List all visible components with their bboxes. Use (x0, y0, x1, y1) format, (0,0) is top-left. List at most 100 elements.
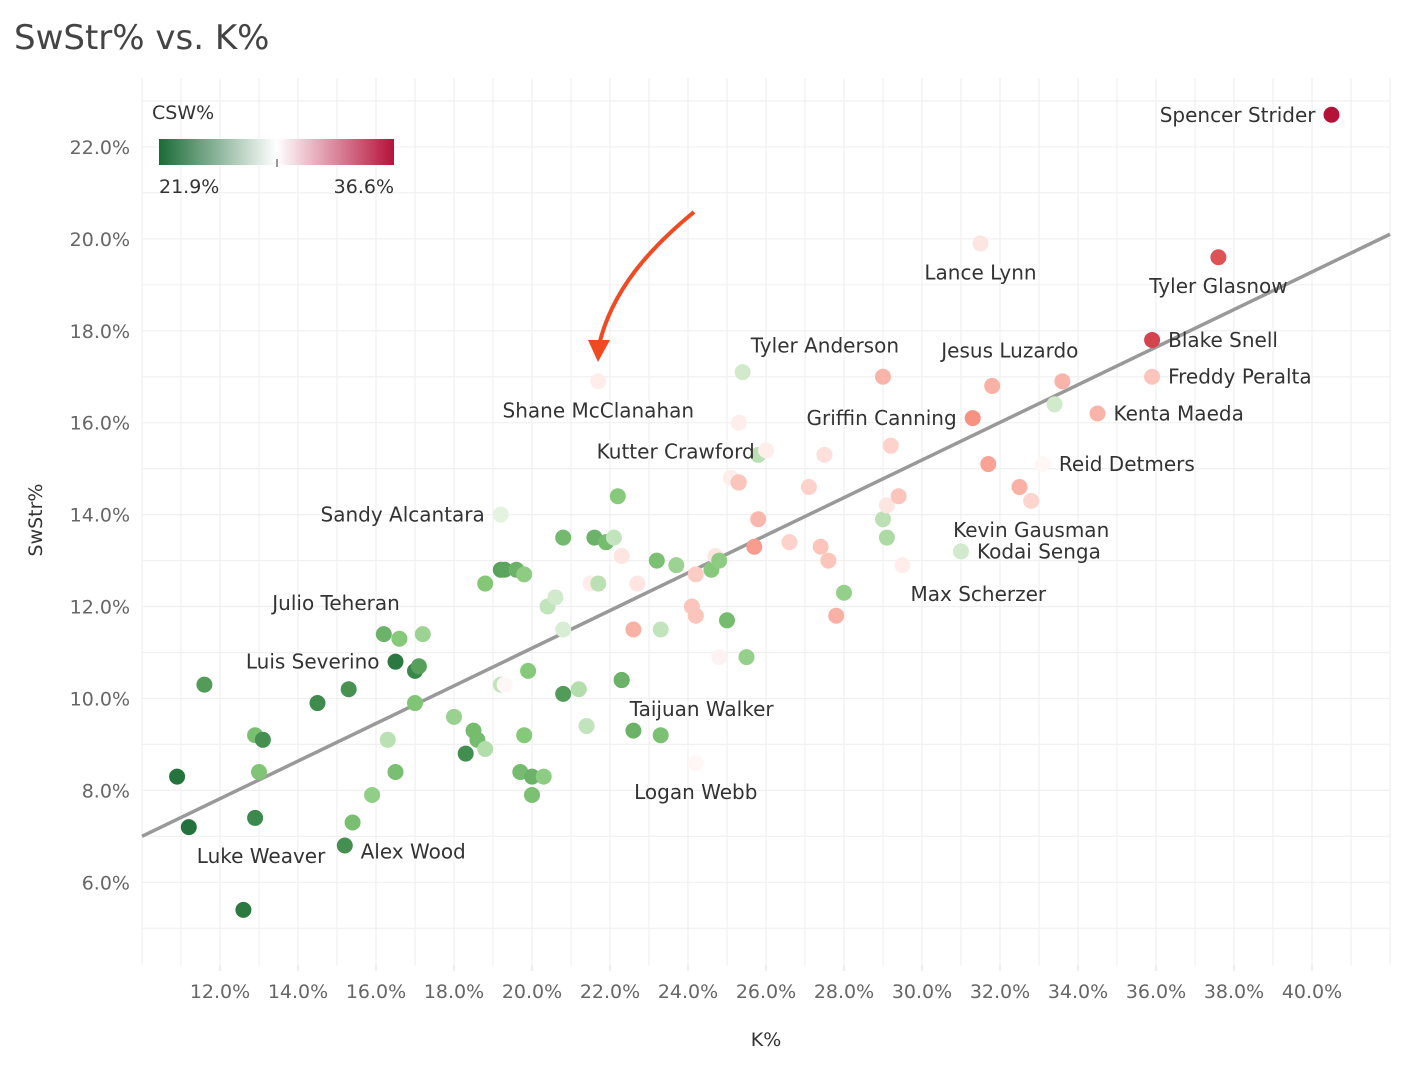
legend-min-label: 21.9% (159, 176, 219, 198)
data-point[interactable] (524, 786, 540, 803)
data-point[interactable] (878, 497, 895, 514)
data-point[interactable] (781, 534, 798, 551)
data-point[interactable] (520, 662, 537, 679)
data-point[interactable] (340, 681, 357, 698)
data-point[interactable] (758, 442, 774, 459)
data-point[interactable] (247, 809, 264, 826)
data-point[interactable] (364, 786, 381, 803)
data-point-labeled[interactable] (964, 410, 981, 427)
data-point-labeled[interactable] (972, 235, 989, 252)
y-tick-label: 14.0% (70, 505, 130, 527)
data-point[interactable] (457, 745, 474, 762)
data-point-labeled[interactable] (1323, 106, 1340, 123)
data-point[interactable] (812, 538, 829, 555)
data-point[interactable] (652, 621, 669, 638)
data-point[interactable] (652, 727, 669, 744)
data-point-labeled[interactable] (687, 754, 704, 771)
data-point-labeled[interactable] (613, 672, 630, 689)
data-point[interactable] (878, 529, 895, 546)
data-point[interactable] (648, 552, 665, 569)
point-label: Blake Snell (1168, 328, 1278, 352)
data-point[interactable] (882, 437, 899, 454)
data-point[interactable] (875, 511, 891, 528)
data-point[interactable] (836, 584, 852, 601)
data-point-labeled[interactable] (1034, 456, 1051, 473)
data-point[interactable] (609, 488, 626, 505)
data-point[interactable] (578, 718, 595, 735)
data-point-labeled[interactable] (1023, 492, 1040, 509)
data-point-labeled[interactable] (387, 653, 404, 670)
data-point[interactable] (625, 722, 642, 739)
data-point[interactable] (734, 364, 751, 381)
data-point[interactable] (816, 446, 833, 463)
data-point[interactable] (719, 612, 735, 629)
data-point[interactable] (387, 763, 404, 780)
data-point[interactable] (309, 695, 326, 712)
data-point-labeled[interactable] (875, 368, 891, 385)
data-point[interactable] (590, 575, 607, 592)
data-point[interactable] (407, 695, 423, 712)
data-point-labeled[interactable] (894, 557, 911, 574)
data-point[interactable] (336, 837, 353, 854)
data-point[interactable] (687, 566, 704, 583)
data-point[interactable] (535, 768, 552, 785)
data-point[interactable] (629, 575, 646, 592)
data-point[interactable] (738, 649, 755, 666)
data-point[interactable] (496, 676, 513, 693)
data-point-labeled[interactable] (953, 543, 969, 560)
data-point-labeled[interactable] (180, 819, 197, 836)
data-point[interactable] (1046, 396, 1063, 413)
data-point[interactable] (254, 731, 271, 748)
data-point[interactable] (605, 529, 622, 546)
data-point-labeled[interactable] (492, 506, 509, 523)
data-point[interactable] (750, 511, 767, 528)
x-tick-label: 32.0% (970, 981, 1030, 1003)
data-point[interactable] (730, 414, 747, 431)
data-point-labeled[interactable] (1144, 368, 1161, 385)
data-point[interactable] (800, 479, 817, 496)
data-point-labeled[interactable] (1054, 373, 1071, 390)
data-point[interactable] (890, 488, 907, 505)
data-point[interactable] (196, 676, 213, 693)
data-point[interactable] (984, 377, 1001, 394)
data-point[interactable] (687, 607, 704, 624)
data-point[interactable] (547, 589, 564, 606)
data-point[interactable] (516, 566, 533, 583)
data-point[interactable] (477, 740, 494, 757)
point-labels: Spencer Strider Lance Lynn Tyler Glasnow Bl… (197, 103, 1316, 868)
data-point[interactable] (251, 763, 267, 780)
data-point[interactable] (169, 768, 186, 785)
data-point[interactable] (711, 649, 728, 666)
data-point[interactable] (613, 547, 630, 564)
data-point[interactable] (477, 575, 494, 592)
data-point[interactable] (668, 557, 685, 574)
data-point[interactable] (516, 727, 533, 744)
data-point-labeled[interactable] (1210, 249, 1227, 266)
data-point[interactable] (820, 552, 837, 569)
data-point[interactable] (555, 685, 572, 702)
data-point[interactable] (391, 630, 408, 647)
data-point[interactable] (980, 456, 997, 473)
data-point-labeled[interactable] (1144, 331, 1161, 348)
data-point-labeled[interactable] (375, 626, 392, 643)
data-point[interactable] (414, 626, 431, 643)
data-point[interactable] (570, 681, 587, 698)
data-point[interactable] (711, 552, 728, 569)
data-point-labeled[interactable] (1089, 405, 1106, 422)
data-point[interactable] (446, 708, 462, 725)
data-point[interactable] (625, 621, 642, 638)
data-point[interactable] (235, 901, 252, 918)
data-point-labeled[interactable] (344, 814, 361, 831)
data-point[interactable] (379, 731, 396, 748)
data-point-labeled[interactable] (730, 474, 747, 491)
data-point[interactable] (524, 768, 540, 785)
data-point[interactable] (555, 621, 572, 638)
data-point[interactable] (410, 658, 427, 675)
data-point[interactable] (496, 561, 513, 578)
data-point[interactable] (828, 607, 845, 624)
data-point[interactable] (555, 529, 572, 546)
data-point[interactable] (746, 538, 763, 555)
data-point-labeled[interactable] (590, 373, 607, 390)
chart-title: SwStr% vs. K% (14, 18, 270, 58)
data-point[interactable] (1011, 479, 1028, 496)
